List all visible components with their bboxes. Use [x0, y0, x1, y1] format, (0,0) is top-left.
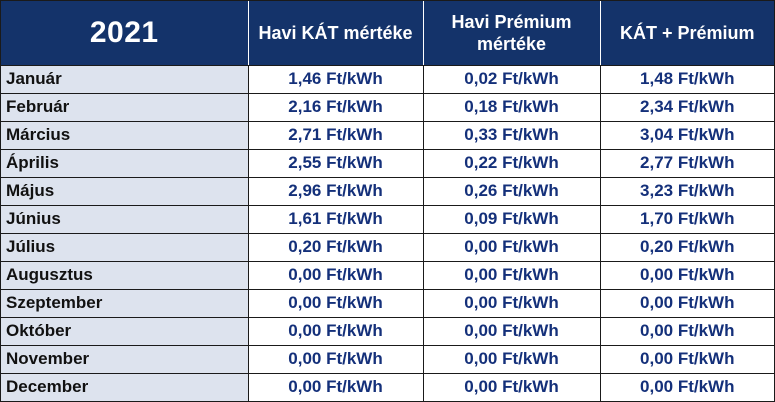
- month-cell: December: [1, 373, 249, 401]
- kat-cell: 0,20 Ft/kWh: [248, 233, 424, 262]
- kat-cell: 2,71 Ft/kWh: [248, 121, 424, 150]
- total-cell: 0,00 Ft/kWh: [600, 317, 774, 346]
- table-row: Január 1,46 Ft/kWh 0,02 Ft/kWh 1,48 Ft/k…: [1, 65, 774, 94]
- table-row: November 0,00 Ft/kWh 0,00 Ft/kWh 0,00 Ft…: [1, 345, 774, 374]
- table-row: Augusztus 0,00 Ft/kWh 0,00 Ft/kWh 0,00 F…: [1, 261, 774, 290]
- month-cell: Július: [1, 233, 249, 262]
- premium-cell: 0,26 Ft/kWh: [423, 177, 601, 206]
- month-cell: Január: [1, 65, 249, 94]
- total-header: KÁT + Prémium: [600, 1, 774, 66]
- kat-header: Havi KÁT mértéke: [248, 1, 424, 66]
- total-cell: 3,23 Ft/kWh: [600, 177, 774, 206]
- kat-cell: 0,00 Ft/kWh: [248, 317, 424, 346]
- table-body: Január 1,46 Ft/kWh 0,02 Ft/kWh 1,48 Ft/k…: [1, 65, 774, 401]
- table-row: Április 2,55 Ft/kWh 0,22 Ft/kWh 2,77 Ft/…: [1, 149, 774, 178]
- kat-cell: 1,46 Ft/kWh: [248, 65, 424, 94]
- month-cell: November: [1, 345, 249, 374]
- premium-cell: 0,18 Ft/kWh: [423, 93, 601, 122]
- total-cell: 1,48 Ft/kWh: [600, 65, 774, 94]
- table-row: Október 0,00 Ft/kWh 0,00 Ft/kWh 0,00 Ft/…: [1, 317, 774, 346]
- premium-cell: 0,33 Ft/kWh: [423, 121, 601, 150]
- total-cell: 0,00 Ft/kWh: [600, 373, 774, 401]
- premium-cell: 0,00 Ft/kWh: [423, 345, 601, 374]
- month-cell: Október: [1, 317, 249, 346]
- kat-cell: 0,00 Ft/kWh: [248, 345, 424, 374]
- total-cell: 0,00 Ft/kWh: [600, 261, 774, 290]
- premium-cell: 0,00 Ft/kWh: [423, 289, 601, 318]
- table-header: 2021 Havi KÁT mértéke Havi Prémium mérté…: [1, 1, 774, 66]
- table-row: Február 2,16 Ft/kWh 0,18 Ft/kWh 2,34 Ft/…: [1, 93, 774, 122]
- month-cell: Június: [1, 205, 249, 234]
- table-row: Május 2,96 Ft/kWh 0,26 Ft/kWh 3,23 Ft/kW…: [1, 177, 774, 206]
- total-cell: 0,00 Ft/kWh: [600, 289, 774, 318]
- premium-cell: 0,09 Ft/kWh: [423, 205, 601, 234]
- premium-header: Havi Prémium mértéke: [423, 1, 601, 66]
- total-cell: 2,77 Ft/kWh: [600, 149, 774, 178]
- kat-cell: 2,55 Ft/kWh: [248, 149, 424, 178]
- table-row: Március 2,71 Ft/kWh 0,33 Ft/kWh 3,04 Ft/…: [1, 121, 774, 150]
- month-cell: Február: [1, 93, 249, 122]
- total-cell: 0,00 Ft/kWh: [600, 345, 774, 374]
- month-cell: Április: [1, 149, 249, 178]
- kat-cell: 1,61 Ft/kWh: [248, 205, 424, 234]
- kat-cell: 2,96 Ft/kWh: [248, 177, 424, 206]
- total-cell: 2,34 Ft/kWh: [600, 93, 774, 122]
- table-row: Június 1,61 Ft/kWh 0,09 Ft/kWh 1,70 Ft/k…: [1, 205, 774, 234]
- premium-cell: 0,22 Ft/kWh: [423, 149, 601, 178]
- month-cell: Március: [1, 121, 249, 150]
- premium-cell: 0,00 Ft/kWh: [423, 317, 601, 346]
- total-cell: 0,20 Ft/kWh: [600, 233, 774, 262]
- total-cell: 3,04 Ft/kWh: [600, 121, 774, 150]
- premium-cell: 0,00 Ft/kWh: [423, 233, 601, 262]
- table-row: Szeptember 0,00 Ft/kWh 0,00 Ft/kWh 0,00 …: [1, 289, 774, 318]
- kat-cell: 2,16 Ft/kWh: [248, 93, 424, 122]
- kat-cell: 0,00 Ft/kWh: [248, 289, 424, 318]
- premium-cell: 0,00 Ft/kWh: [423, 373, 601, 401]
- month-cell: Augusztus: [1, 261, 249, 290]
- table-row: December 0,00 Ft/kWh 0,00 Ft/kWh 0,00 Ft…: [1, 373, 774, 401]
- kat-cell: 0,00 Ft/kWh: [248, 261, 424, 290]
- table-row: Július 0,20 Ft/kWh 0,00 Ft/kWh 0,20 Ft/k…: [1, 233, 774, 262]
- month-cell: Május: [1, 177, 249, 206]
- total-cell: 1,70 Ft/kWh: [600, 205, 774, 234]
- month-cell: Szeptember: [1, 289, 249, 318]
- premium-cell: 0,00 Ft/kWh: [423, 261, 601, 290]
- kat-cell: 0,00 Ft/kWh: [248, 373, 424, 401]
- header-row: 2021 Havi KÁT mértéke Havi Prémium mérté…: [1, 1, 774, 66]
- premium-cell: 0,02 Ft/kWh: [423, 65, 601, 94]
- year-header: 2021: [1, 1, 249, 66]
